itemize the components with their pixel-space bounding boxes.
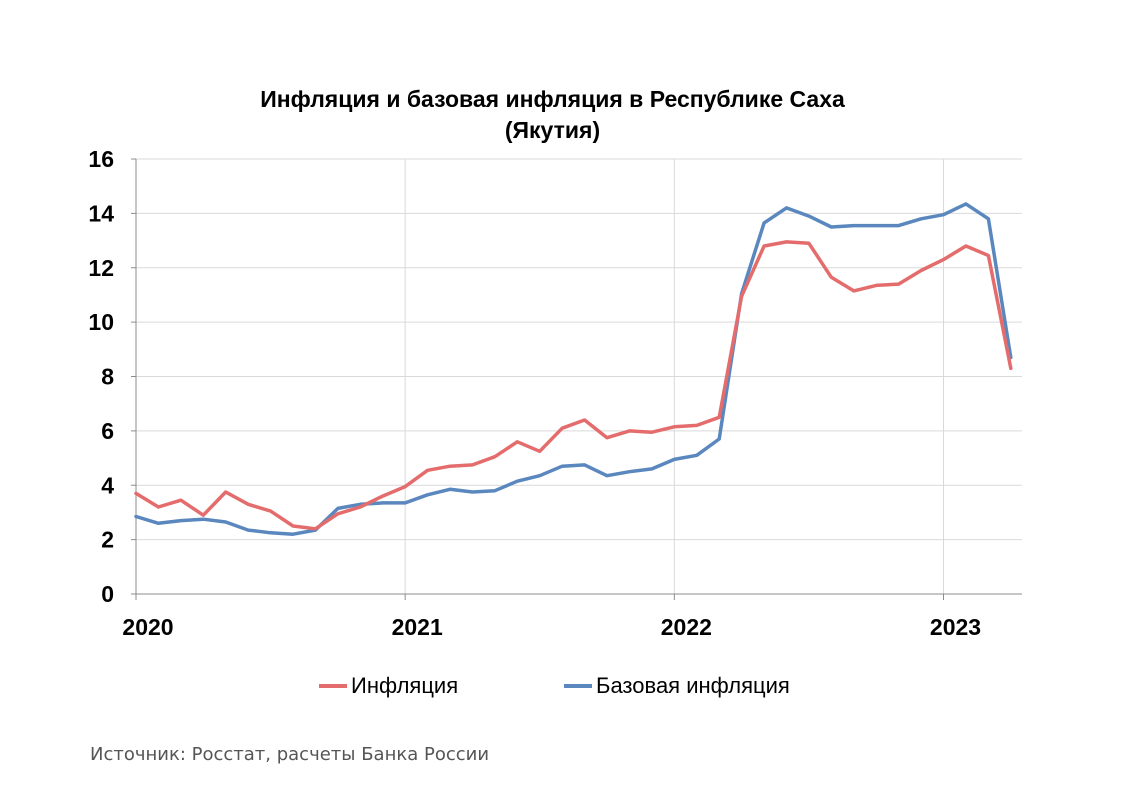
x-tick-label: 2021 — [392, 614, 443, 640]
legend-label-inflation: Инфляция — [351, 673, 459, 698]
y-tick-label: 0 — [101, 581, 114, 607]
gridlines — [136, 158, 1022, 594]
x-axis-ticks: 2020 2021 2022 2023 — [122, 614, 981, 640]
legend-item-inflation: Инфляция — [319, 673, 458, 699]
y-tick-label: 10 — [88, 309, 114, 335]
legend: Инфляция Базовая инфляция — [0, 673, 1123, 703]
chart-title-line-2: (Якутия) — [504, 117, 601, 143]
y-axis-ticks: 0 2 4 6 8 10 12 14 16 — [88, 146, 114, 607]
y-tick-label: 12 — [88, 255, 114, 281]
legend-item-core-inflation: Базовая инфляция — [564, 673, 790, 699]
series-lines — [134, 202, 1013, 536]
chart-title: Инфляция и базовая инфляция в Республике… — [0, 84, 1105, 146]
axes — [131, 158, 1022, 600]
y-tick-label: 4 — [101, 472, 114, 498]
x-tick-label: 2022 — [661, 614, 712, 640]
chart-title-line-1: Инфляция и базовая инфляция в Республике… — [260, 86, 845, 112]
series-line-core-inflation — [134, 202, 1013, 536]
series-line-inflation — [134, 240, 1013, 531]
y-tick-label: 6 — [101, 418, 114, 444]
source-note: Источник: Росстат, расчеты Банка России — [90, 744, 490, 765]
x-tick-label: 2020 — [122, 614, 173, 640]
y-tick-label: 2 — [101, 527, 114, 553]
legend-swatch-inflation — [319, 684, 347, 688]
y-tick-label: 8 — [101, 364, 114, 390]
x-tick-label: 2023 — [930, 614, 981, 640]
y-tick-label: 14 — [88, 200, 114, 226]
legend-swatch-core-inflation — [564, 684, 592, 688]
y-tick-label: 16 — [88, 146, 114, 172]
legend-label-core-inflation: Базовая инфляция — [596, 673, 790, 698]
